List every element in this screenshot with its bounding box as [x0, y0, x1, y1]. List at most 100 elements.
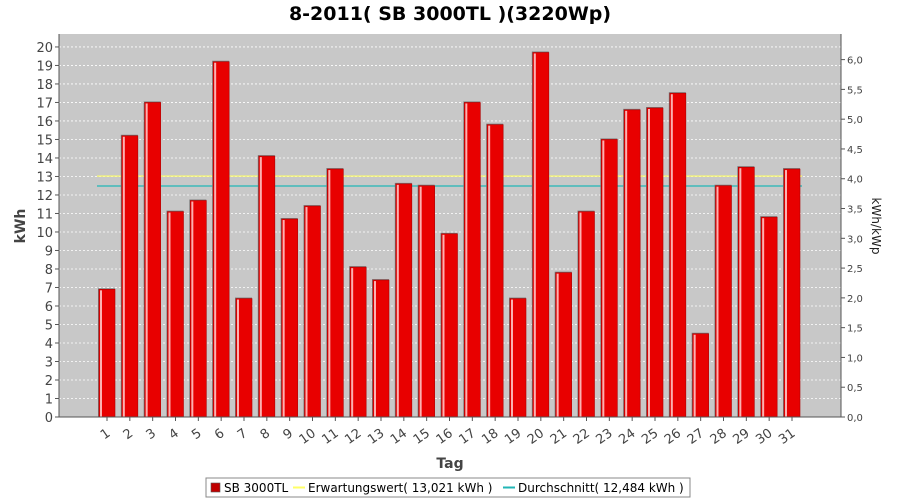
y-tick-label: 17 — [36, 96, 53, 111]
x-tick-label: 3 — [144, 426, 159, 443]
x-tick-label: 10 — [297, 426, 319, 448]
y-axis-label-right: kWh/kWp — [869, 198, 883, 255]
bar-highlight — [579, 212, 582, 417]
y-axis-label: kWh — [13, 209, 29, 244]
bar-highlight — [374, 281, 376, 417]
x-tick-label: 23 — [593, 426, 615, 448]
y-tick-right-label: 4,0 — [847, 175, 863, 186]
x-axis-label: Tag — [436, 456, 463, 472]
x-tick-label: 1 — [98, 426, 113, 443]
y-ticks-right: 0,0 0,5 1,0 1,5 2,0 2,5 3,0 3,5 4,0 4,5 5,0 5,5 6,0 — [841, 56, 863, 424]
bar-highlight — [511, 299, 513, 417]
bar-highlight — [648, 109, 650, 418]
x-tick-label: 28 — [708, 426, 730, 448]
bar-highlight — [191, 201, 194, 417]
bar-highlight — [442, 234, 445, 417]
x-tick-label: 6 — [212, 426, 227, 443]
x-tick-label: 17 — [456, 426, 478, 448]
y-tick-label: 16 — [36, 115, 53, 130]
x-tick-label: 16 — [434, 426, 456, 448]
y-tick-right-label: 5,5 — [847, 85, 863, 96]
x-tick-label: 27 — [685, 426, 707, 448]
bar-highlight — [145, 103, 148, 418]
y-tick-right-label: 1,5 — [847, 324, 863, 335]
x-tick-label: 20 — [525, 426, 547, 448]
x-tick-label: 13 — [365, 426, 387, 448]
bar-highlight — [122, 136, 125, 417]
y-tick-label: 19 — [36, 59, 53, 74]
x-tick-label: 9 — [281, 426, 296, 443]
y-tick-label: 13 — [36, 170, 53, 185]
legend-label-average: Durchschnitt( 12,484 kWh ) — [518, 481, 684, 495]
x-tick-label: 12 — [342, 426, 364, 448]
bar-highlight — [237, 299, 239, 417]
legend-label-expected: Erwartungswert( 13,021 kWh ) — [308, 481, 492, 495]
y-tick-label: 11 — [36, 207, 53, 222]
x-tick-label: 24 — [616, 426, 638, 448]
y-tick-right-label: 2,0 — [847, 294, 863, 305]
y-tick-label: 0 — [45, 411, 53, 426]
y-tick-label: 2 — [45, 374, 53, 389]
bar-highlight — [785, 170, 787, 417]
x-tick-label: 29 — [730, 426, 752, 448]
bar-highlight — [670, 94, 673, 417]
y-tick-right-label: 0,0 — [847, 413, 863, 424]
bar-highlight — [351, 268, 354, 417]
x-tick-label: 2 — [121, 426, 136, 443]
y-tick-right-label: 3,0 — [847, 234, 863, 245]
legend: SB 3000TL Erwartungswert( 13,021 kWh ) D… — [205, 477, 691, 498]
bar-highlight — [625, 110, 628, 418]
x-tick-label: 11 — [319, 426, 341, 448]
x-tick-label: 25 — [639, 426, 661, 448]
x-tick-label: 7 — [235, 426, 250, 443]
y-tick-label: 12 — [36, 189, 53, 204]
x-tick-label: 19 — [502, 426, 524, 448]
y-tick-label: 7 — [45, 281, 53, 296]
x-tick-label: 22 — [571, 426, 593, 448]
y-tick-label: 5 — [45, 318, 53, 333]
bar-highlight — [100, 290, 102, 417]
x-tick-label: 30 — [753, 426, 775, 448]
y-tick-label: 18 — [36, 78, 53, 93]
bar-highlight — [419, 186, 422, 417]
y-tick-label: 6 — [45, 300, 53, 315]
y-tick-label: 8 — [45, 263, 53, 278]
bar-highlight — [533, 53, 536, 418]
legend-label-series: SB 3000TL — [224, 481, 289, 495]
y-tick-right-label: 3,5 — [847, 205, 863, 216]
y-tick-label: 1 — [45, 392, 53, 407]
y-tick-right-label: 5,0 — [847, 115, 863, 126]
x-tick-label: 31 — [776, 426, 798, 448]
bar-highlight — [602, 140, 605, 417]
legend-box — [205, 477, 691, 498]
y-tick-label: 9 — [45, 244, 53, 259]
y-tick-label: 15 — [36, 133, 53, 148]
x-tick-label: 18 — [479, 426, 501, 448]
legend-swatch-bar — [210, 482, 221, 493]
y-tick-right-label: 4,5 — [847, 145, 863, 156]
bar-highlight — [488, 125, 491, 417]
bar-highlight — [328, 170, 331, 417]
x-tick-label: 14 — [388, 426, 410, 448]
y-tick-right-label: 1,0 — [847, 353, 863, 364]
bar-highlight — [282, 220, 285, 417]
bar-highlight — [465, 103, 468, 418]
bar-highlight — [716, 186, 719, 417]
bar-highlight — [556, 273, 559, 417]
y-tick-label: 14 — [36, 152, 53, 167]
x-tick-label: 26 — [662, 426, 684, 448]
y-tick-right-label: 6,0 — [847, 56, 863, 67]
x-tick-label: 4 — [166, 426, 181, 443]
bar-highlight — [693, 334, 696, 417]
bar-highlight — [739, 168, 742, 417]
bar-highlight — [259, 157, 262, 417]
bars — [98, 51, 801, 418]
bar-highlight — [396, 184, 399, 417]
bar-highlight — [762, 218, 765, 417]
y-tick-right-label: 0,5 — [847, 383, 863, 394]
x-ticks: 1 2 3 4 5 6 7 8 9 10 11 12 13 14 15 16 17 18 19 20 21 22 23 24 2… — [98, 417, 798, 448]
y-tick-label: 20 — [36, 41, 53, 56]
bar-highlight — [168, 212, 171, 417]
